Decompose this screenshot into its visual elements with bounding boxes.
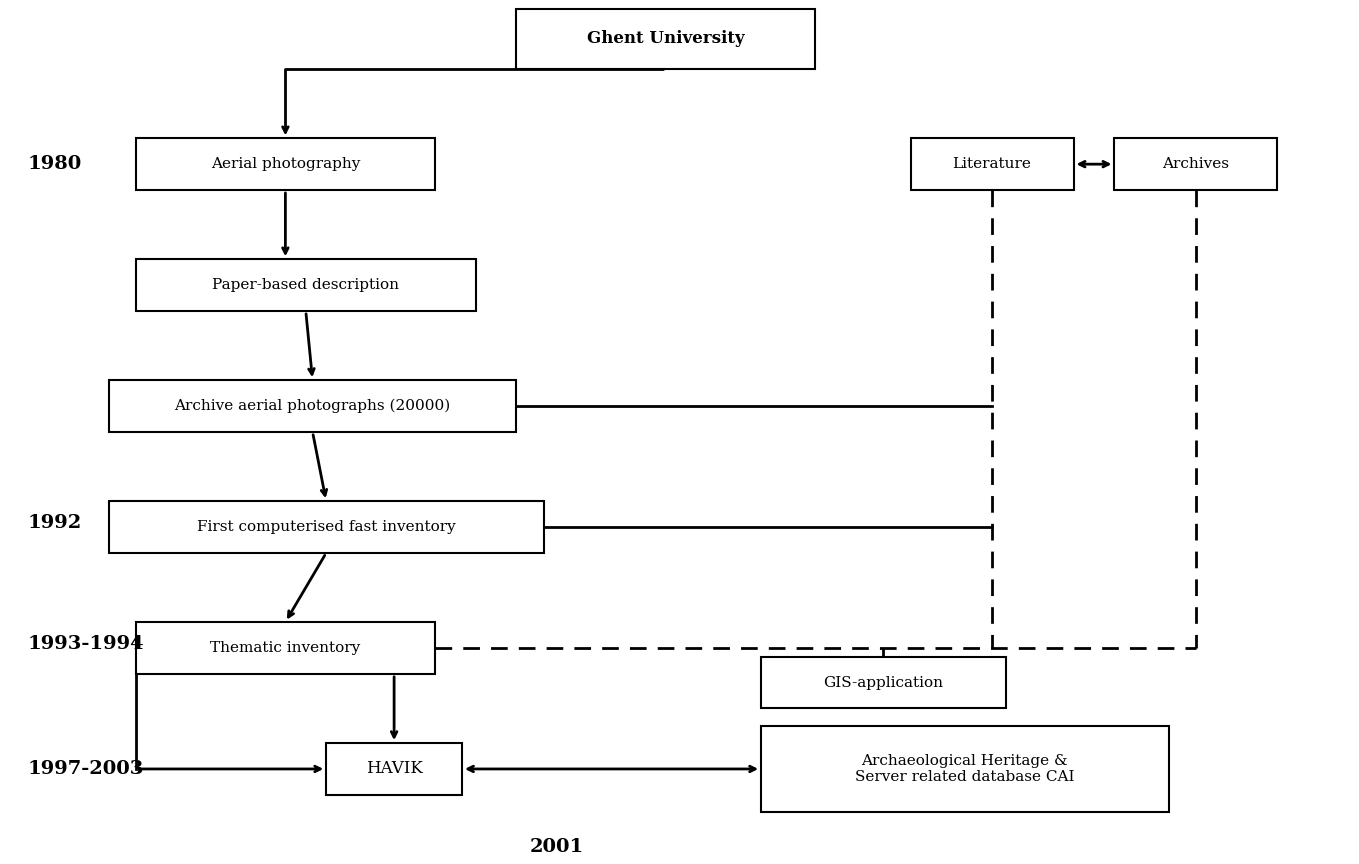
Text: Literature: Literature [953, 157, 1031, 171]
FancyBboxPatch shape [109, 501, 544, 553]
Text: Thematic inventory: Thematic inventory [211, 641, 360, 655]
Text: Paper-based description: Paper-based description [212, 278, 400, 292]
FancyBboxPatch shape [1114, 138, 1277, 190]
FancyBboxPatch shape [761, 657, 1006, 708]
Text: Archives: Archives [1162, 157, 1230, 171]
Text: GIS-application: GIS-application [824, 676, 943, 689]
Text: HAVIK: HAVIK [366, 760, 423, 778]
Text: Archaeological Heritage &
Server related database CAI: Archaeological Heritage & Server related… [855, 754, 1075, 784]
FancyBboxPatch shape [911, 138, 1074, 190]
Text: 1980: 1980 [27, 156, 82, 173]
Text: Aerial photography: Aerial photography [211, 157, 360, 171]
Text: Ghent University: Ghent University [587, 30, 745, 48]
Text: 1993-1994: 1993-1994 [27, 635, 144, 652]
Text: 1992: 1992 [27, 514, 82, 531]
FancyBboxPatch shape [136, 138, 435, 190]
FancyBboxPatch shape [326, 743, 462, 795]
Text: 2001: 2001 [530, 838, 584, 855]
FancyBboxPatch shape [761, 726, 1169, 812]
Text: 1997-2003: 1997-2003 [27, 760, 144, 778]
FancyBboxPatch shape [136, 259, 476, 311]
Text: Archive aerial photographs (20000): Archive aerial photographs (20000) [174, 399, 451, 413]
FancyBboxPatch shape [109, 380, 516, 432]
Text: First computerised fast inventory: First computerised fast inventory [197, 520, 455, 534]
FancyBboxPatch shape [136, 622, 435, 674]
FancyBboxPatch shape [516, 9, 815, 69]
